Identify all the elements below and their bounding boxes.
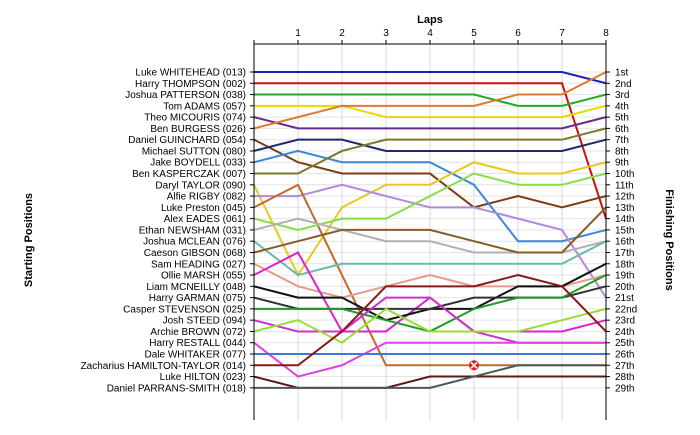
finishing-position-label: 18th <box>615 259 634 270</box>
finishing-position-label: 29th <box>615 383 634 394</box>
driver-label: Theo MICOURIS (074) <box>144 113 246 124</box>
driver-label: Liam MCNEILLY (048) <box>146 282 246 293</box>
driver-label: Luke HILTON (023) <box>160 372 246 383</box>
driver-label: Daniel GUINCHARD (054) <box>128 135 246 146</box>
series-line <box>253 138 607 152</box>
retired-marker-layer <box>469 360 479 371</box>
lap-tick-label: 5 <box>471 28 477 39</box>
y-axis-title-right: Finishing Positions <box>663 189 675 290</box>
starting-position-labels: Luke WHITEHEAD (013)Harry THOMPSON (002)… <box>81 68 246 395</box>
lap-tick-label: 2 <box>339 28 345 39</box>
finishing-position-label: 12th <box>615 192 634 203</box>
driver-label: Ben BURGESS (026) <box>150 124 246 135</box>
finishing-position-label: 2nd <box>615 79 632 90</box>
driver-label: Jake BOYDELL (033) <box>150 158 246 169</box>
finishing-position-label: 3rd <box>615 90 629 101</box>
series-line <box>253 240 607 277</box>
series-line <box>254 364 606 389</box>
series-line <box>254 93 607 107</box>
finishing-position-label: 21st <box>615 293 634 304</box>
finishing-position-label: 10th <box>615 169 634 180</box>
driver-label: Michael SUTTON (080) <box>142 146 246 157</box>
driver-label: Sam HEADING (027) <box>151 259 246 270</box>
series-line <box>254 82 607 219</box>
finishing-position-label: 20th <box>615 282 634 293</box>
lap-tick-label: 3 <box>383 28 389 39</box>
driver-label: Alfie RIGBY (082) <box>167 192 246 203</box>
finishing-position-label: 25th <box>615 338 634 349</box>
driver-label: Alex EADES (061) <box>164 214 246 225</box>
finishing-position-label: 6th <box>615 124 629 135</box>
lap-tick-label: 4 <box>427 28 433 39</box>
driver-label: Harry RESTALL (044) <box>149 338 246 349</box>
series-line <box>253 149 607 243</box>
driver-label: Joshua PATTERSON (038) <box>125 90 246 101</box>
finishing-position-label: 14th <box>615 214 634 225</box>
series-lines <box>253 71 607 389</box>
finishing-position-label: 17th <box>615 248 634 259</box>
driver-label: Ben KASPERCZAK (007) <box>132 169 246 180</box>
driver-label: Casper STEVENSON (025) <box>123 304 246 315</box>
finishing-position-label: 19th <box>615 271 634 282</box>
driver-label: Josh STEED (094) <box>163 316 246 327</box>
finishing-position-label: 27th <box>615 361 634 372</box>
driver-label: Ollie MARSH (055) <box>161 271 246 282</box>
driver-label: Harry THOMPSON (002) <box>135 79 246 90</box>
finishing-position-label: 4th <box>615 101 629 112</box>
finishing-position-label: 1st <box>615 68 629 79</box>
series-line <box>253 307 607 344</box>
x-axis-title: Laps <box>417 14 443 26</box>
series-line <box>253 116 607 130</box>
finishing-position-label: 15th <box>615 225 634 236</box>
finishing-position-label: 11th <box>615 180 634 191</box>
series-line <box>253 341 606 378</box>
finishing-position-label: 9th <box>615 158 629 169</box>
driver-label: Ethan NEWSHAM (031) <box>139 225 246 236</box>
finishing-position-labels: 1st2nd3rd4th5th6th7th8th9th10th11th12th1… <box>615 68 637 395</box>
driver-label: Dale WHITAKER (077) <box>144 350 246 361</box>
driver-label: Luke WHITEHEAD (013) <box>135 68 246 79</box>
series-line <box>253 161 607 278</box>
finishing-position-label: 8th <box>615 146 629 157</box>
finishing-position-label: 16th <box>615 237 634 248</box>
lap-tick-labels: 1 2 3 4 5 6 7 8 <box>295 28 609 39</box>
y-axis-title-left: Starting Positions <box>23 193 35 287</box>
driver-label: Zacharius HAMILTON-TAYLOR (014) <box>81 361 246 372</box>
finishing-position-label: 28th <box>615 372 634 383</box>
series-line <box>253 172 607 231</box>
lap-tick-label: 7 <box>559 28 565 39</box>
lap-tick-label: 8 <box>603 28 609 39</box>
finishing-position-label: 5th <box>615 113 629 124</box>
driver-label: Luke Preston (045) <box>161 203 246 214</box>
driver-label: Tom ADAMS (057) <box>163 101 246 112</box>
driver-label: Joshua MCLEAN (076) <box>143 237 246 248</box>
finishing-position-label: 24th <box>615 327 634 338</box>
series-line <box>253 206 607 254</box>
series-line <box>254 71 607 85</box>
series-line <box>254 127 607 175</box>
series-line <box>254 183 607 299</box>
retired-marker-cross <box>470 361 478 369</box>
driver-label: Harry GARMAN (075) <box>149 293 246 304</box>
finishing-position-label: 26th <box>615 350 634 361</box>
series-line <box>254 274 607 367</box>
lap-tick-label: 6 <box>515 28 521 39</box>
driver-label: Daniel PARRANS-SMITH (018) <box>107 383 246 394</box>
lap-tick-label: 1 <box>295 28 301 39</box>
finishing-position-label: 22nd <box>615 304 637 315</box>
driver-label: Daryl TAYLOR (090) <box>155 180 246 191</box>
finishing-position-label: 13th <box>615 203 634 214</box>
series-line <box>254 104 607 119</box>
driver-label: Caeson GIBSON (068) <box>144 248 246 259</box>
driver-label: Archie BROWN (072) <box>150 327 246 338</box>
finishing-position-label: 23rd <box>615 316 635 327</box>
series-line <box>253 71 607 130</box>
axes <box>250 40 610 420</box>
finishing-position-label: 7th <box>615 135 629 146</box>
